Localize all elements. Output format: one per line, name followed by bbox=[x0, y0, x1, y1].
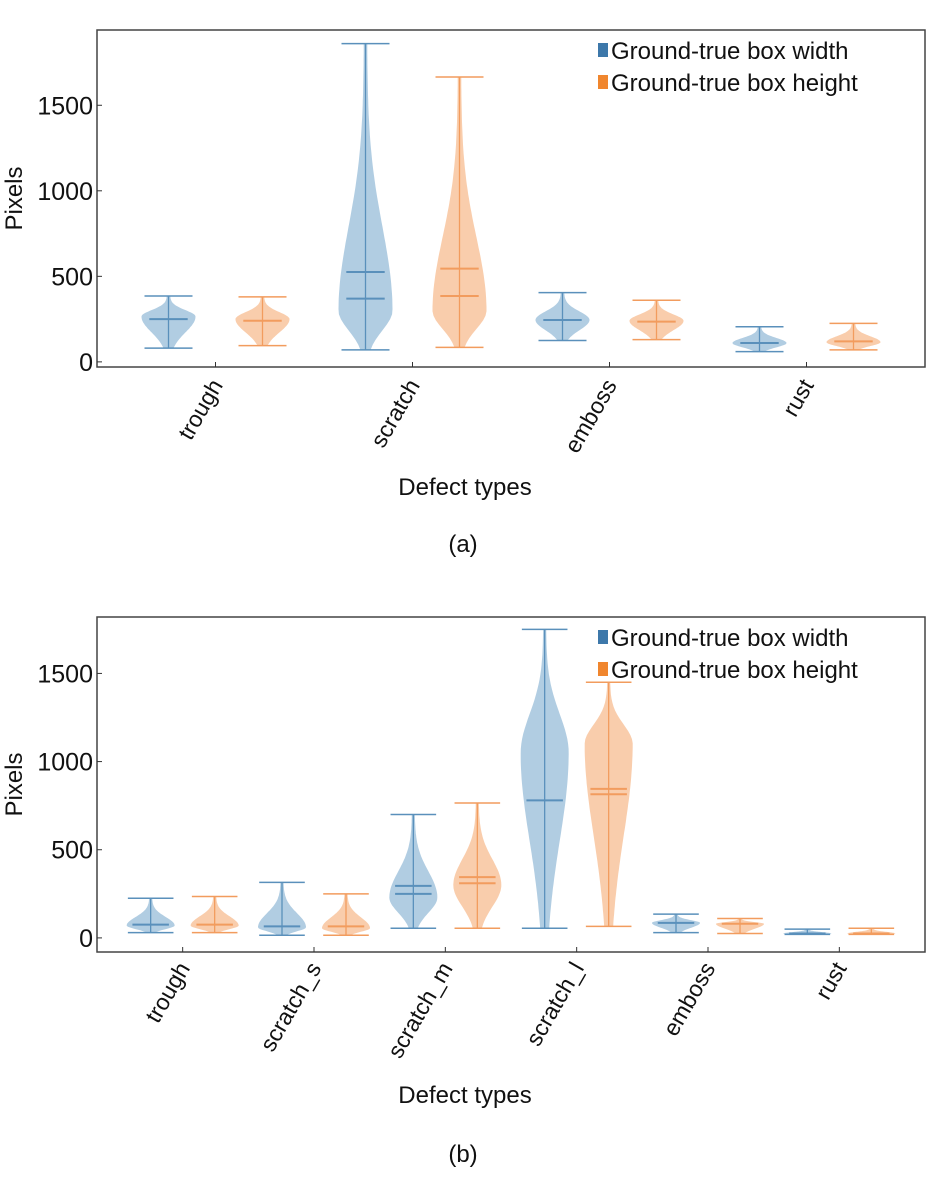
y-axis-label: Pixels bbox=[1, 752, 28, 816]
plot-area bbox=[96, 29, 926, 368]
x-tick-label: scratch_s bbox=[255, 958, 327, 1056]
violin-height-rust bbox=[847, 927, 896, 936]
violin-width-rust bbox=[783, 928, 832, 936]
violin-width-trough bbox=[141, 295, 196, 349]
violin-height-scratch_m bbox=[453, 802, 502, 929]
x-tick-label: scratch_l bbox=[520, 958, 589, 1051]
violin-width-scratch bbox=[338, 42, 393, 351]
y-tick-label: 500 bbox=[51, 263, 93, 291]
y-tick-label: 0 bbox=[79, 349, 93, 377]
violin-width-trough bbox=[126, 897, 175, 934]
violin-height-scratch_l bbox=[584, 681, 633, 928]
y-tick-label: 0 bbox=[79, 925, 93, 953]
x-tick-label: rust bbox=[810, 957, 852, 1004]
legend-swatch-width bbox=[598, 630, 608, 644]
y-tick-label: 500 bbox=[51, 837, 93, 865]
chart-b: 0 500 1000 1500 Pixels trough scratch_s scratch… bbox=[1, 616, 926, 1168]
x-tick-label: emboss bbox=[559, 375, 622, 458]
violin-height-scratch bbox=[432, 76, 487, 349]
violin-width-scratch_s bbox=[258, 881, 306, 936]
legend-label: Ground-true box height bbox=[611, 657, 858, 684]
y-tick-label: 1000 bbox=[37, 178, 93, 206]
violin-width-emboss bbox=[535, 291, 590, 342]
violin-height-rust bbox=[826, 322, 881, 351]
plot-area bbox=[96, 616, 926, 953]
violin-height-emboss bbox=[716, 917, 764, 935]
legend-swatch-height bbox=[598, 75, 608, 89]
x-tick-label: emboss bbox=[658, 958, 721, 1041]
x-axis-label: Defect types bbox=[398, 1082, 531, 1109]
x-axis-label: Defect types bbox=[398, 474, 531, 501]
violin-height-scratch_s bbox=[322, 893, 370, 936]
y-axis-label: Pixels bbox=[1, 166, 28, 230]
violin-height-trough bbox=[190, 895, 239, 934]
y-tick-label: 1500 bbox=[37, 92, 93, 120]
violin-width-scratch_m bbox=[389, 813, 438, 929]
figure-caption: (a) bbox=[448, 531, 477, 558]
violin-width-rust bbox=[732, 326, 787, 353]
legend-label: Ground-true box width bbox=[611, 38, 848, 65]
legend: Ground-true box width Ground-true box hei… bbox=[598, 38, 858, 97]
legend-swatch-height bbox=[598, 662, 608, 676]
y-tick-label: 1000 bbox=[37, 749, 93, 777]
x-tick-label: rust bbox=[777, 374, 819, 421]
legend: Ground-true box width Ground-true box hei… bbox=[598, 625, 858, 684]
legend-label: Ground-true box width bbox=[611, 625, 848, 652]
legend-swatch-width bbox=[598, 43, 608, 57]
violin-height-emboss bbox=[629, 299, 684, 341]
x-tick-label: trough bbox=[140, 958, 195, 1027]
chart-a: 0 500 1000 1500 Pixels trough scratch emboss rus… bbox=[1, 29, 926, 558]
violin-height-trough bbox=[235, 296, 290, 347]
violin-width-scratch_l bbox=[520, 628, 569, 929]
legend-label: Ground-true box height bbox=[611, 70, 858, 97]
x-tick-label: trough bbox=[173, 375, 228, 444]
y-tick-label: 1500 bbox=[37, 660, 93, 688]
x-tick-label: scratch_m bbox=[382, 958, 458, 1063]
figure-caption: (b) bbox=[448, 1141, 477, 1168]
violin-width-emboss bbox=[652, 913, 700, 934]
x-tick-label: scratch bbox=[365, 375, 425, 452]
